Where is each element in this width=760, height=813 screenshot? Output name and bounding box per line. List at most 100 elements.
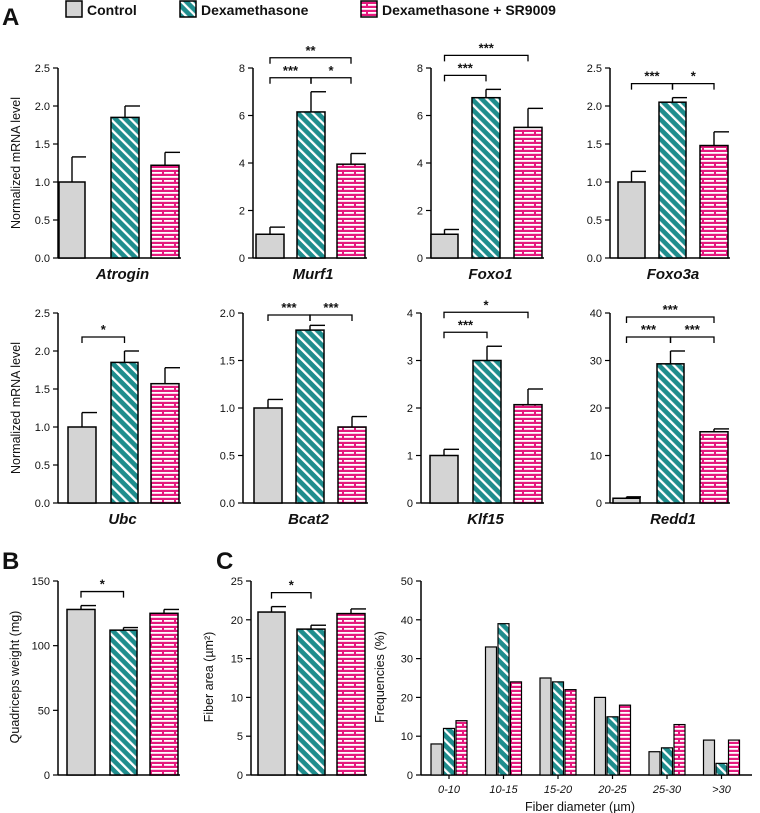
fiber-area-bar-sr bbox=[336, 612, 366, 776]
redd1-y-tick-label: 0 bbox=[596, 498, 602, 510]
foxo3a-bar-dex bbox=[658, 101, 687, 259]
panel-letter-a: A bbox=[2, 4, 19, 31]
bcat2-bracket-line bbox=[309, 314, 353, 321]
bcat2-significance-label: *** bbox=[281, 300, 297, 315]
legend-item-control: Control bbox=[65, 0, 137, 18]
legend-label-dexamethasone: Dexamethasone bbox=[201, 2, 309, 18]
fiber-frequency-bar-control-10-15 bbox=[484, 646, 498, 776]
legend-label-control: Control bbox=[87, 2, 137, 18]
ubc-y-tick-label: 1.0 bbox=[35, 422, 50, 434]
bcat2-significance-label: *** bbox=[323, 300, 339, 315]
fiber-frequency-y-axis-title: Frequencies (%) bbox=[373, 631, 387, 723]
ubc-y-axis-title: Normalized mRNA level bbox=[9, 342, 23, 474]
foxo3a-bar-sr bbox=[699, 144, 729, 259]
fiber-area-y-axis-title: Fiber area (µm²) bbox=[202, 632, 216, 723]
atrogin-y-tick-label: 1.5 bbox=[35, 139, 50, 151]
redd1-axes: 0 10 20 30 40 Redd1 *** *** *** bbox=[590, 302, 730, 528]
quadriceps-weight-significance-bracket: * bbox=[80, 577, 125, 598]
atrogin-y-tick-label: 2.0 bbox=[35, 101, 50, 113]
foxo1-axes: 0 2 4 6 8 Foxo1 *** *** bbox=[417, 40, 544, 283]
redd1-bracket-line bbox=[669, 336, 715, 343]
bcat2-y-tick-label: 1.0 bbox=[220, 403, 235, 415]
foxo3a-chart-title: Foxo3a bbox=[647, 266, 700, 283]
fiber-area-y-tick-label: 10 bbox=[231, 692, 243, 704]
foxo1-bar-sr bbox=[513, 126, 543, 259]
foxo1-y-tick-label: 2 bbox=[417, 206, 423, 218]
ubc-bar-dex bbox=[110, 361, 139, 504]
fiber-frequency-x-tick-label: >30 bbox=[712, 784, 732, 796]
bcat2-y-tick-label: 0.0 bbox=[220, 498, 235, 510]
murf1-y-tick-label: 8 bbox=[239, 63, 245, 75]
foxo3a-bracket-line bbox=[671, 82, 715, 90]
foxo3a-bracket-line bbox=[630, 82, 674, 90]
atrogin-bar-sr bbox=[150, 164, 180, 259]
quadriceps-weight-y-tick-label: 0 bbox=[44, 770, 50, 782]
redd1-significance-label: *** bbox=[685, 322, 701, 337]
redd1-bracket-line bbox=[625, 316, 715, 323]
foxo3a-y-tick-label: 2.5 bbox=[587, 63, 602, 75]
redd1-bar-dex bbox=[656, 363, 685, 504]
fiber-frequency-bar-sr-15-20 bbox=[564, 689, 577, 776]
fiber-frequency-x-axis-title: Fiber diameter (µm) bbox=[525, 800, 635, 813]
fiber-frequency-x-tick-label: 10-15 bbox=[489, 784, 518, 796]
foxo3a-y-tick-label: 0.0 bbox=[587, 253, 602, 265]
redd1-bar-control bbox=[612, 497, 641, 504]
atrogin-y-tick-label: 0.0 bbox=[35, 253, 50, 265]
fiber-frequency-bar-sr-0-10 bbox=[455, 720, 468, 776]
redd1-significance-label: *** bbox=[641, 322, 657, 337]
klf15-y-tick-label: 2 bbox=[407, 403, 413, 415]
foxo3a-significance-label: * bbox=[691, 69, 697, 84]
atrogin-axes: 0.0 0.5 1.0 1.5 2.0 2.5 Normalized mRNA level A… bbox=[9, 63, 181, 283]
legend-swatch-control bbox=[65, 0, 83, 18]
fiber-frequency-y-tick-label: 10 bbox=[401, 731, 413, 743]
murf1-significance-label: *** bbox=[283, 63, 299, 78]
fiber-frequency-bar-dex-30 bbox=[715, 762, 728, 776]
fiber-frequency-x-tick-label: 25-30 bbox=[652, 784, 682, 796]
murf1-significance-bracket: * bbox=[310, 63, 352, 84]
redd1-significance-label: *** bbox=[663, 302, 679, 317]
foxo1-chart-title: Foxo1 bbox=[468, 266, 512, 283]
ubc-y-tick-label: 0.5 bbox=[35, 460, 50, 472]
murf1-bar-dex bbox=[296, 111, 326, 259]
fiber-frequency-y-tick-label: 40 bbox=[401, 615, 413, 627]
klf15-bracket-line bbox=[443, 311, 529, 319]
fiber-frequency-bar-dex-15-20 bbox=[551, 681, 565, 776]
atrogin-y-tick-label: 0.5 bbox=[35, 215, 50, 227]
quadriceps-weight-bracket-line bbox=[80, 590, 125, 598]
quadriceps-weight-bar-dex bbox=[109, 629, 138, 776]
murf1-y-tick-label: 2 bbox=[239, 206, 245, 218]
redd1-significance-bracket: *** bbox=[625, 322, 672, 343]
foxo1-significance-label: *** bbox=[479, 40, 495, 55]
atrogin-y-axis-title: Normalized mRNA level bbox=[9, 97, 23, 229]
atrogin-bar-control bbox=[58, 181, 86, 259]
fiber-frequency-bar-control-25-30 bbox=[648, 751, 661, 776]
foxo1-significance-bracket: *** bbox=[443, 40, 529, 62]
fiber-area-significance-label: * bbox=[289, 578, 295, 593]
murf1-bar-control bbox=[255, 233, 285, 259]
murf1-significance-bracket: ** bbox=[269, 43, 352, 64]
fiber-area-y-tick-label: 20 bbox=[231, 615, 243, 627]
quadriceps-weight-y-tick-label: 50 bbox=[38, 705, 50, 717]
fiber-area-bar-control bbox=[257, 611, 286, 776]
redd1-y-tick-label: 30 bbox=[590, 356, 602, 368]
fiber-frequency-axes: 0 10 20 30 40 50 Frequencies (%) 0-10 10-15 15-20… bbox=[373, 576, 752, 813]
murf1-significance-label: ** bbox=[305, 43, 316, 58]
bcat2-axes: 0.0 0.5 1.0 1.5 2.0 Bcat2 *** *** bbox=[220, 300, 368, 528]
klf15-y-tick-label: 3 bbox=[407, 356, 413, 368]
foxo1-y-tick-label: 0 bbox=[417, 253, 423, 265]
klf15-y-tick-label: 4 bbox=[407, 308, 413, 320]
fiber-frequency-x-tick-label: 0-10 bbox=[438, 784, 461, 796]
foxo1-bracket-line bbox=[443, 54, 529, 62]
fiber-frequency-bar-sr-25-30 bbox=[673, 723, 686, 776]
quadriceps-weight-y-axis-title: Quadriceps weight (mg) bbox=[8, 611, 22, 744]
bcat2-bar-dex bbox=[295, 329, 325, 504]
legend-swatch-sr9009 bbox=[360, 0, 378, 18]
ubc-bar-sr bbox=[150, 382, 180, 504]
quadriceps-weight-y-tick-label: 100 bbox=[32, 641, 50, 653]
charts-layer: 0.0 0.5 1.0 1.5 2.0 2.5 Normalized mRNA level A… bbox=[8, 40, 752, 813]
redd1-significance-bracket: *** bbox=[669, 322, 715, 343]
fiber-area-y-tick-label: 0 bbox=[237, 770, 243, 782]
